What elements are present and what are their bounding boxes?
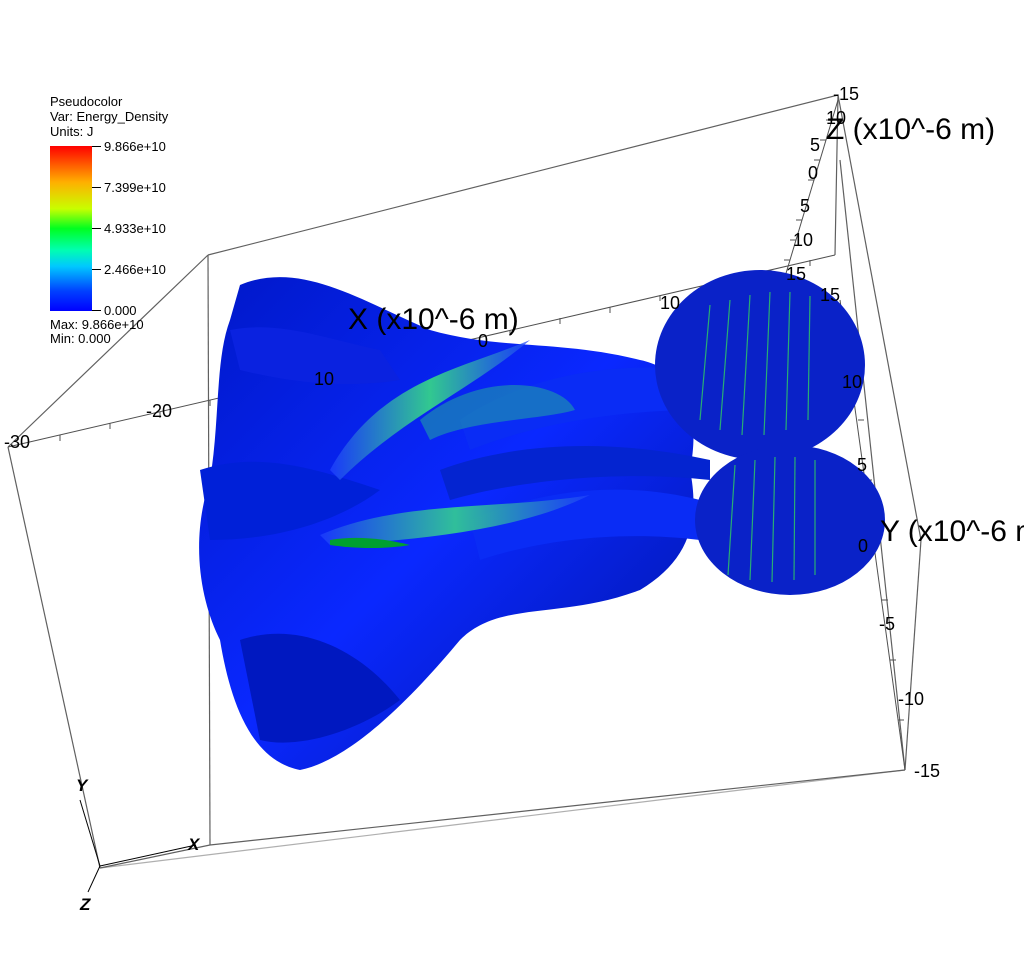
z-axis-line [777,99,839,301]
triad-z-label: Z [80,895,91,914]
legend-plot-type: Pseudocolor [50,94,123,109]
z-tick-label: 0 [808,163,819,183]
colorbar-label: 7.399e+10 [104,180,166,195]
x-tick-label: 0 [478,331,489,351]
z-axis-title: Z (x10^-6 m) [826,113,996,146]
y-axis-title: Y (x10^-6 m) [880,515,1024,548]
triad-y-label: Y [76,776,88,795]
y-tick-label: -10 [898,689,925,709]
legend-colorbar [50,146,92,311]
legend-min: Min: 0.000 [50,331,111,346]
colorbar-tick [92,146,101,147]
z-tick-label: 5 [810,135,821,155]
y-tick-label: 5 [857,455,868,475]
y-tick-label: 0 [858,536,869,556]
colorbar-tick [92,310,101,311]
y-tick-label: 10 [842,372,863,392]
x-tick-label: 10 [660,293,681,313]
colorbar-label-min: 0.000 [104,303,137,318]
x-tick-label: 10 [314,369,335,389]
colorbar-label-max: 9.866e+10 [104,139,166,154]
x-tick-label: -30 [4,432,31,452]
y-tick-label: 15 [820,285,841,305]
orientation-triad [79,799,197,893]
triad-x-label: X [188,835,200,854]
x-tick-label: -20 [146,401,173,421]
legend-units: Units: J [50,124,94,139]
colorbar-label: 2.466e+10 [104,262,166,277]
y-tick-label: -5 [879,614,896,634]
z-tick-label: 5 [800,196,811,216]
z-tick-label: 15 [786,264,807,284]
colorbar-tick [92,228,101,229]
legend-max: Max: 9.866e+10 [50,317,144,332]
energy-density-surface [199,270,885,770]
z-tick-label: -15 [833,84,860,104]
z-tick-label: 10 [826,108,847,128]
colorbar-tick [92,269,101,270]
colorbar-label: 4.933e+10 [104,221,166,236]
x-axis-title: X (x10^-6 m) [348,303,519,336]
z-tick-label: 10 [793,230,814,250]
y-tick-label: -15 [914,761,941,781]
legend-variable: Var: Energy_Density [50,109,169,124]
colorbar-tick [92,187,101,188]
